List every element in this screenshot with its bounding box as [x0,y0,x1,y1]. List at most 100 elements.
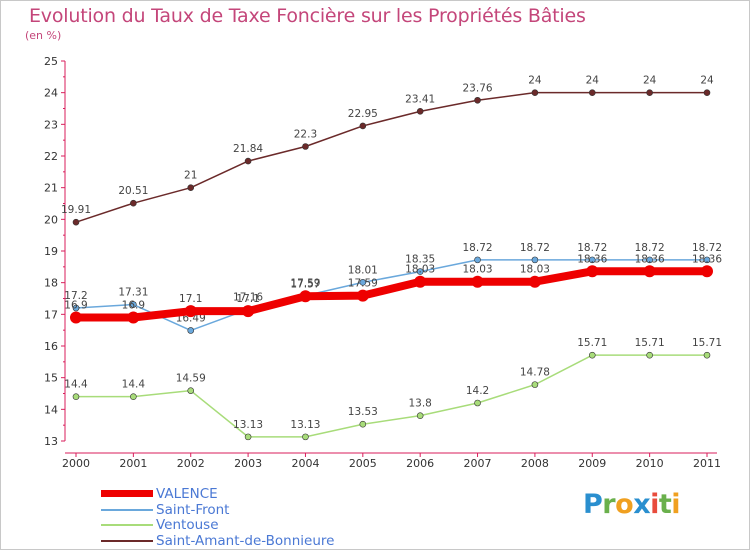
data-point-saint-front [187,327,195,334]
data-point-valence [414,275,427,288]
data-point-saint-amant-de-bonnieure [72,218,80,226]
y-tick-label: 13 [44,435,58,448]
data-point-saint-amant-de-bonnieure [646,89,653,96]
data-label-saint-front: 18.35 [405,254,435,266]
x-tick-label: 2001 [119,457,147,470]
data-label-ventouse: 15.71 [635,337,665,349]
logo-letter: i [650,489,659,520]
data-label-ventouse: 14.78 [520,367,550,379]
data-label-saint-front: 18.72 [463,242,493,254]
legend-label-valence: VALENCE [156,486,218,502]
series-line-saint-front [75,259,708,332]
data-label-saint-amant-de-bonnieure: 24 [700,75,714,87]
data-point-ventouse [359,420,367,428]
data-point-valence [701,265,713,278]
data-point-saint-front [72,304,80,312]
logo-letter: P [583,489,603,520]
data-label-saint-amant-de-bonnieure: 21 [184,170,197,182]
y-tick-label: 18 [44,277,58,290]
data-label-valence: 17.59 [348,278,378,290]
data-label-saint-amant-de-bonnieure: 24 [528,75,542,87]
data-label-saint-front: 18.01 [348,264,378,276]
y-tick-label: 24 [44,87,58,100]
data-point-saint-amant-de-bonnieure [531,89,539,96]
data-point-valence [299,290,312,303]
y-tick-label: 20 [44,213,58,226]
legend-label-ventouse: Ventouse [156,517,219,533]
data-point-saint-amant-de-bonnieure [588,89,596,96]
data-point-saint-amant-de-bonnieure [359,122,367,130]
x-tick-label: 2006 [406,457,434,470]
data-label-saint-amant-de-bonnieure: 23.76 [463,82,493,94]
logo-letter: x [633,489,651,520]
data-point-saint-amant-de-bonnieure [416,108,424,115]
y-tick-label: 16 [44,340,58,353]
data-point-saint-front [474,256,481,264]
data-label-saint-front: 17.31 [118,287,148,299]
y-tick-label: 17 [44,308,58,321]
chart-subtitle: (en %) [25,29,62,42]
x-tick-label: 2000 [62,457,90,470]
legend-swatch-saint-amant [101,539,153,542]
data-point-valence [70,311,82,324]
data-point-ventouse [130,393,137,400]
y-tick-label: 22 [44,150,58,163]
x-tick-label: 2010 [636,457,664,470]
data-label-valence: 18.03 [520,264,550,276]
x-tick-label: 2002 [177,457,205,470]
y-tick-label: 21 [44,182,58,195]
data-label-saint-front: 18.72 [520,242,550,254]
data-label-saint-amant-de-bonnieure: 24 [586,75,600,87]
data-label-saint-front: 18.72 [692,242,722,254]
data-label-valence: 17.1 [236,293,259,305]
data-point-valence [471,275,484,288]
data-label-valence: 16.9 [122,300,145,312]
data-label-valence: 18.36 [577,253,607,265]
data-label-saint-amant-de-bonnieure: 22.3 [294,129,317,141]
data-label-valence: 17.57 [290,278,320,290]
data-label-saint-amant-de-bonnieure: 24 [643,75,657,87]
x-tick-label: 2011 [693,457,721,470]
legend-swatch-ventouse [101,524,153,526]
data-label-valence: 16.9 [64,300,87,312]
data-label-saint-front: 18.72 [635,242,665,254]
data-point-saint-amant-de-bonnieure [474,96,481,104]
logo-letter: r [602,489,616,520]
data-label-saint-front: 18.72 [577,242,607,254]
data-point-saint-amant-de-bonnieure [302,143,309,150]
data-point-ventouse [474,399,481,407]
x-tick-label: 2005 [349,457,377,470]
data-point-valence [184,305,197,318]
proxiti-logo: Proxiti [583,489,681,520]
data-label-ventouse: 14.4 [122,379,146,391]
data-label-valence: 18.36 [635,253,665,265]
data-label-saint-amant-de-bonnieure: 21.84 [233,143,263,155]
data-label-saint-front: 17.16 [233,291,263,303]
series-line-saint-amant-de-bonnieure [75,91,708,223]
x-tick-label: 2004 [291,457,319,470]
legend-swatch-valence [101,490,153,497]
data-label-ventouse: 14.59 [176,373,206,385]
data-point-saint-front [531,256,539,264]
data-point-valence [127,311,140,324]
data-label-ventouse: 15.71 [577,337,607,349]
legend-swatch-saint-front [101,508,153,511]
chart-title: Evolution du Taux de Taxe Foncière sur l… [29,5,586,27]
data-label-saint-amant-de-bonnieure: 23.41 [405,93,435,105]
data-label-valence: 17.1 [179,293,202,305]
data-label-valence: 18.03 [463,264,493,276]
data-point-ventouse [646,351,653,359]
data-label-ventouse: 15.71 [692,337,722,349]
y-tick-label: 15 [44,372,58,385]
data-label-saint-amant-de-bonnieure: 22.95 [348,108,378,120]
data-point-saint-amant-de-bonnieure [130,199,137,207]
data-label-saint-amant-de-bonnieure: 20.51 [118,185,148,197]
x-tick-label: 2007 [464,457,492,470]
logo-letter: t [658,489,672,520]
data-label-saint-front: 17.59 [290,278,320,290]
data-point-ventouse [416,412,424,419]
y-tick-label: 19 [44,245,58,258]
legend-label-saint-front: Saint-Front [156,501,230,518]
